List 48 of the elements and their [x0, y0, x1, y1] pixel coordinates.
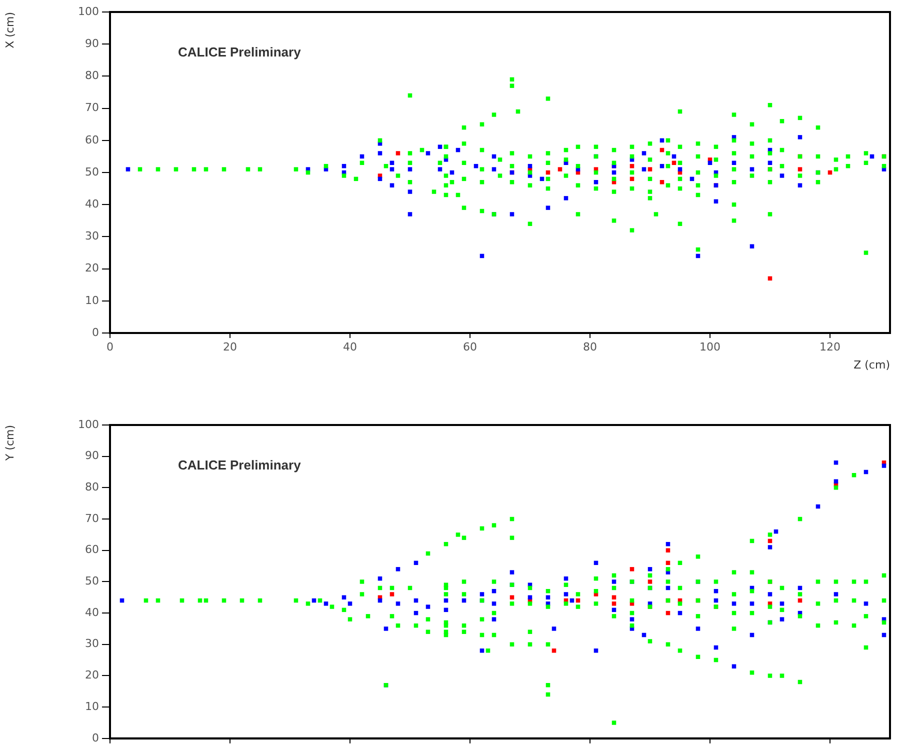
y-tick-label: 0 — [92, 326, 99, 339]
y-tick-label: 10 — [85, 294, 99, 307]
x-tick-label: 60 — [463, 340, 477, 354]
x-tick-label: 80 — [583, 340, 597, 354]
x-axis-title: Z (cm) — [854, 358, 890, 372]
point — [660, 180, 664, 184]
y-tick-label: 30 — [85, 637, 99, 650]
y-tick-label: 90 — [85, 449, 99, 462]
point — [798, 167, 802, 172]
x-tick-label: 40 — [343, 340, 357, 354]
y-axis-title: Y (cm) — [3, 425, 16, 462]
y-tick-label: 40 — [85, 606, 99, 619]
x-tick-label: 120 — [820, 340, 840, 354]
point — [390, 592, 394, 596]
point — [630, 567, 634, 572]
y-tick-label: 100 — [78, 418, 99, 431]
annotation: CALICE Preliminary — [178, 44, 302, 60]
x-tick-label: 20 — [223, 340, 237, 354]
x-tick-label: 0 — [106, 340, 114, 354]
y-tick-label: 20 — [85, 262, 99, 275]
y-tick-label: 60 — [85, 133, 99, 146]
y-tick-label: 70 — [85, 101, 99, 114]
y-axis-title: X (cm) — [3, 12, 16, 48]
y-tick-label: 50 — [85, 165, 99, 178]
y-tick-label: 0 — [92, 731, 99, 744]
y-tick-label: 40 — [85, 197, 99, 210]
y-tick-label: 100 — [78, 4, 99, 18]
y-tick-label: 30 — [85, 230, 99, 243]
point — [672, 160, 676, 165]
y-tick-label: 60 — [85, 543, 99, 556]
y-tick-label: 80 — [85, 480, 99, 494]
point — [510, 595, 514, 600]
point — [666, 548, 670, 552]
x-tick-label: 100 — [700, 340, 720, 354]
point — [558, 167, 562, 172]
y-tick-label: 10 — [85, 700, 99, 713]
y-tick-label: 50 — [85, 574, 99, 588]
y-tick-label: 70 — [85, 512, 99, 525]
point — [648, 580, 652, 584]
y-tick-label: 90 — [85, 36, 99, 50]
annotation: CALICE Preliminary — [178, 458, 302, 473]
point — [396, 151, 400, 156]
point — [612, 602, 616, 606]
y-tick-label: 20 — [85, 668, 99, 682]
point — [612, 595, 616, 600]
point — [648, 167, 652, 172]
y-tick-label: 80 — [85, 69, 99, 82]
point — [552, 648, 556, 653]
